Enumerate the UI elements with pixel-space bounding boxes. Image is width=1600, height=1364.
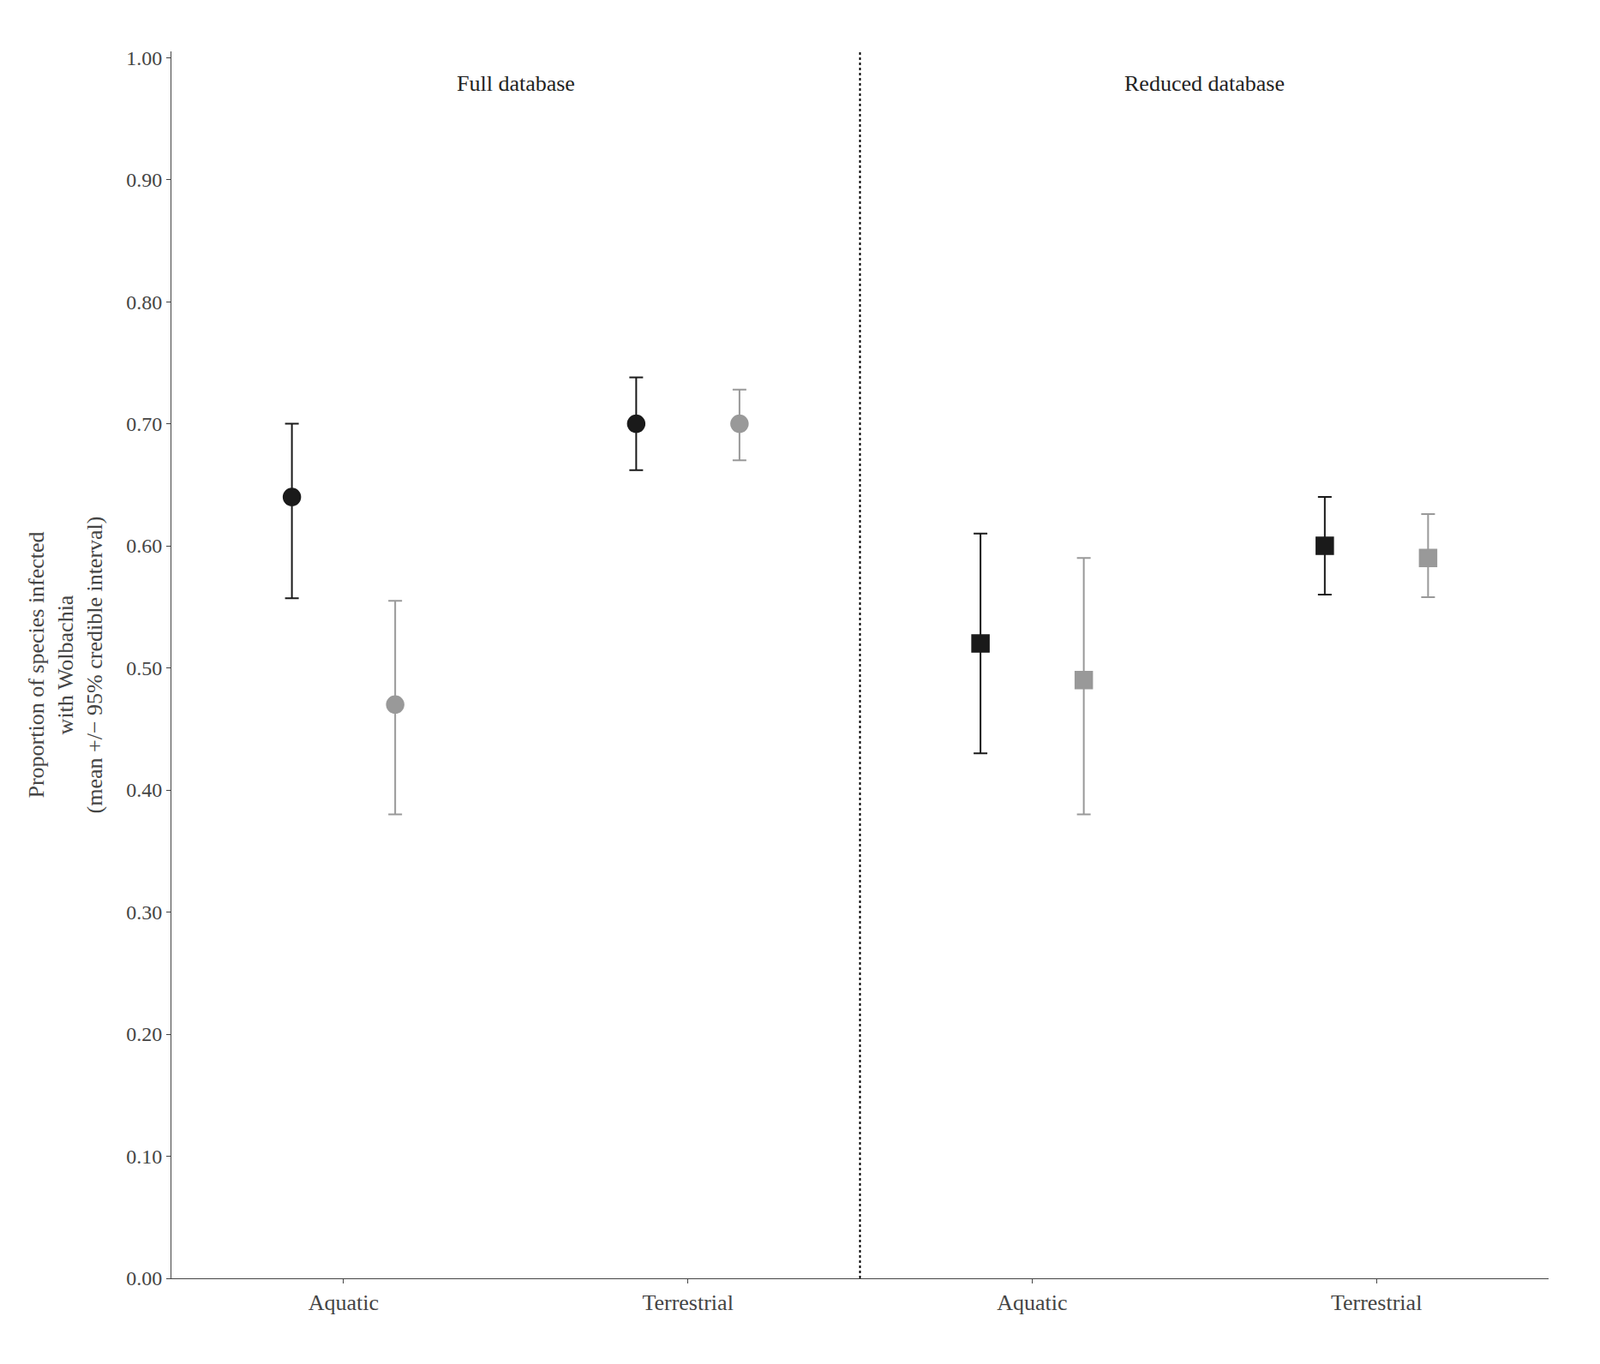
svg-text:Terrestrial: Terrestrial	[1330, 1290, 1422, 1316]
svg-text:0.70: 0.70	[125, 413, 162, 436]
svg-text:Aquatic: Aquatic	[996, 1290, 1067, 1316]
svg-text:0.20: 0.20	[125, 1023, 162, 1046]
svg-text:1.00: 1.00	[125, 47, 162, 70]
svg-text:Full database: Full database	[456, 71, 576, 96]
svg-text:Aquatic: Aquatic	[308, 1290, 379, 1316]
svg-text:Proportion of species infected: Proportion of species infectedwith Wolba…	[23, 516, 108, 815]
svg-text:0.30: 0.30	[125, 901, 162, 924]
svg-text:0.60: 0.60	[125, 534, 162, 558]
svg-text:0.40: 0.40	[125, 779, 162, 802]
svg-text:0.00: 0.00	[125, 1267, 162, 1290]
svg-text:0.10: 0.10	[125, 1145, 162, 1169]
svg-text:0.90: 0.90	[125, 168, 162, 192]
svg-text:0.50: 0.50	[125, 657, 162, 680]
svg-text:Terrestrial: Terrestrial	[641, 1290, 733, 1316]
svg-text:Reduced database: Reduced database	[1124, 71, 1285, 96]
svg-text:0.80: 0.80	[125, 291, 162, 314]
